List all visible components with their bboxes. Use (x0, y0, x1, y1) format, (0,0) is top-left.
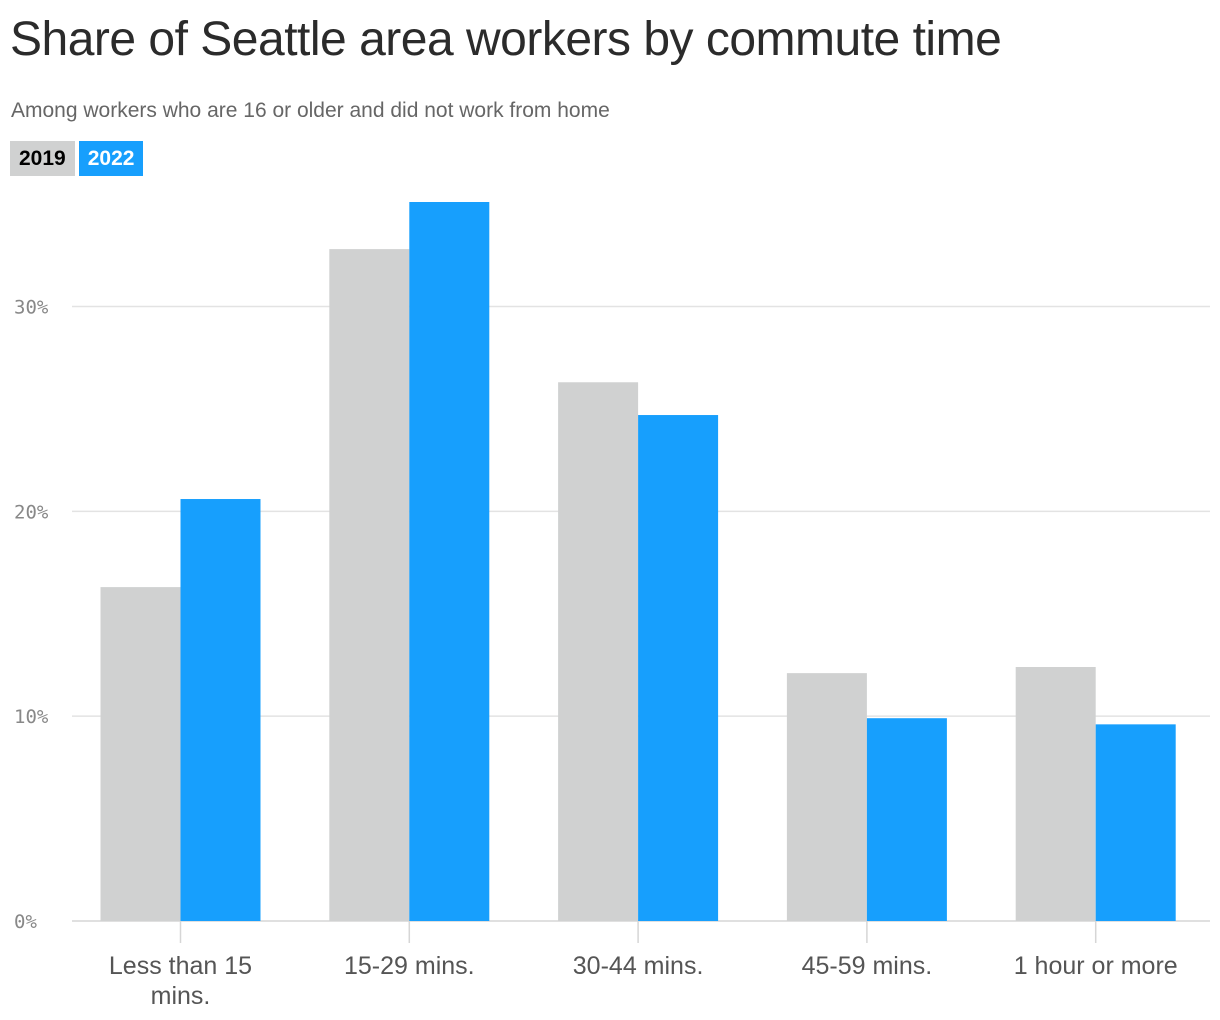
bar-2022 (1095, 724, 1176, 921)
chart-subtitle: Among workers who are 16 or older and di… (11, 99, 610, 122)
x-tick-label: mins. (151, 982, 211, 1010)
chart-title: Share of Seattle area workers by commute… (10, 13, 1002, 66)
bar-2019 (329, 249, 410, 921)
legend: 2019 2022 (10, 141, 144, 176)
x-tick-label: 30-44 mins. (573, 952, 704, 980)
legend-item-2019: 2019 (10, 141, 75, 176)
bar-2019 (1015, 666, 1096, 921)
y-tick-label: 30% (14, 296, 49, 318)
x-tick-label: 15-29 mins. (344, 952, 475, 980)
bar-2019 (786, 673, 867, 921)
bar-2022 (638, 415, 719, 921)
bar-2022 (866, 718, 947, 921)
x-tick-label: Less than 15 (109, 952, 252, 980)
y-tick-label: 20% (14, 501, 49, 523)
bar-2022 (409, 202, 490, 921)
y-tick-label: 0% (14, 911, 37, 933)
bar-2019 (100, 587, 181, 921)
legend-item-2022: 2022 (78, 141, 144, 176)
x-tick-label: 45-59 mins. (802, 952, 933, 980)
bar-2022 (180, 499, 261, 921)
y-tick-label: 10% (14, 706, 49, 728)
x-tick-label: 1 hour or more (1014, 952, 1178, 980)
bar-2019 (558, 382, 639, 922)
